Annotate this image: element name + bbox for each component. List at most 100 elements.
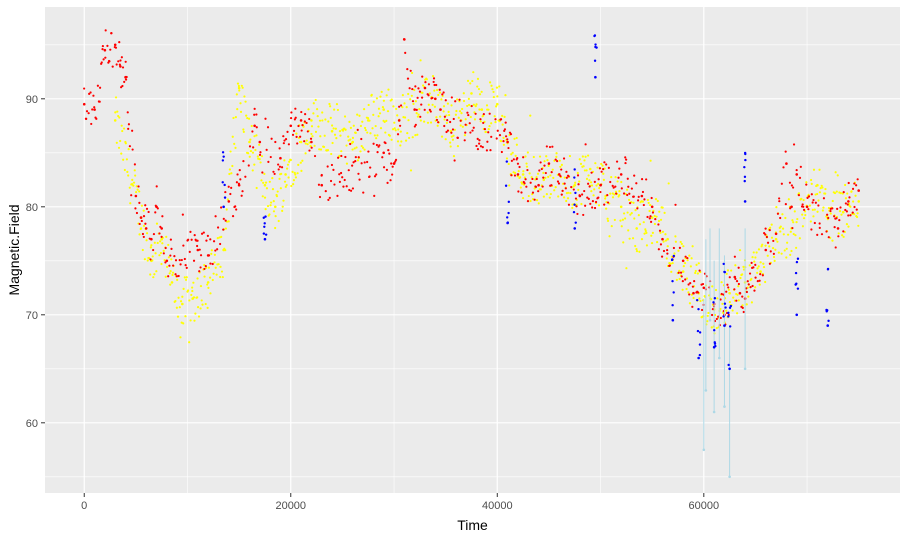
data-point-yellow <box>400 140 403 143</box>
data-point-red <box>810 193 813 196</box>
data-point-yellow <box>349 126 352 129</box>
data-point-red <box>524 178 527 181</box>
data-point-blue <box>723 302 727 305</box>
data-point-yellow <box>638 223 642 226</box>
data-point-yellow <box>426 111 429 114</box>
data-point-yellow <box>452 134 455 137</box>
data-point-blue <box>595 46 598 49</box>
data-point-red <box>95 117 98 120</box>
data-point-yellow <box>492 95 495 99</box>
data-point-yellow <box>253 135 256 138</box>
data-point-yellow <box>739 276 742 280</box>
data-point-red <box>406 77 410 80</box>
data-point-red <box>175 275 179 278</box>
data-point-blue <box>504 184 508 187</box>
data-point-yellow <box>812 168 816 171</box>
data-point-red <box>83 87 86 90</box>
data-point-yellow <box>213 261 216 264</box>
data-point-red <box>693 280 696 283</box>
data-point-red <box>679 271 683 274</box>
data-point-red <box>745 287 748 290</box>
data-point-red <box>567 175 570 178</box>
data-point-yellow <box>658 210 661 213</box>
data-point-red <box>660 255 664 258</box>
data-point-yellow <box>659 231 662 234</box>
data-point-blue <box>723 270 726 274</box>
data-point-red <box>265 148 268 151</box>
data-point-red <box>248 145 252 148</box>
data-point-red <box>584 204 587 207</box>
data-point-yellow <box>464 118 467 121</box>
data-point-yellow <box>711 285 714 288</box>
data-point-red <box>779 216 782 220</box>
data-point-red <box>394 158 398 161</box>
data-point-yellow <box>590 190 593 193</box>
data-point-yellow <box>759 270 762 273</box>
data-point-yellow <box>407 92 410 96</box>
data-point-yellow <box>427 103 430 106</box>
data-point-yellow <box>192 281 195 284</box>
data-point-yellow <box>351 148 354 151</box>
data-point-yellow <box>480 108 484 111</box>
data-point-yellow <box>689 265 692 268</box>
data-point-red <box>584 143 587 146</box>
data-point-yellow <box>582 165 585 168</box>
data-point-yellow <box>190 293 193 297</box>
data-point-red <box>810 228 813 231</box>
data-point-yellow <box>347 135 350 138</box>
data-point-yellow <box>589 181 593 184</box>
data-point-red <box>574 197 578 200</box>
data-point-red <box>450 131 453 134</box>
data-point-yellow <box>551 168 554 171</box>
data-point-red <box>649 220 653 223</box>
data-point-yellow <box>513 171 517 175</box>
data-point-red <box>289 124 293 128</box>
data-point-yellow <box>387 88 390 91</box>
data-point-red <box>388 152 391 155</box>
data-point-blue <box>698 353 702 357</box>
data-point-yellow <box>653 222 657 226</box>
data-point-yellow <box>461 125 464 128</box>
data-point-red <box>293 118 296 121</box>
data-point-yellow <box>345 162 349 165</box>
data-point-yellow <box>490 84 493 87</box>
data-point-red <box>182 244 185 247</box>
data-point-yellow <box>165 235 168 238</box>
data-point-red <box>717 315 720 318</box>
data-point-yellow <box>254 148 257 152</box>
data-point-yellow <box>650 241 654 245</box>
data-point-yellow <box>153 273 156 276</box>
data-point-red <box>351 164 354 167</box>
data-point-yellow <box>682 245 685 248</box>
data-point-blue <box>698 331 702 334</box>
data-point-yellow <box>354 131 357 134</box>
data-point-blue <box>573 227 577 230</box>
data-point-red <box>219 242 222 246</box>
data-point-yellow <box>235 93 238 96</box>
data-point-blue <box>724 306 727 309</box>
data-point-red <box>486 140 489 143</box>
data-point-yellow <box>677 249 680 252</box>
data-point-yellow <box>399 130 402 133</box>
data-point-red <box>127 123 131 126</box>
data-point-yellow <box>546 159 549 162</box>
data-point-red <box>320 173 323 177</box>
data-point-yellow <box>353 147 356 150</box>
data-point-red <box>607 166 610 170</box>
data-point-red <box>645 178 648 181</box>
data-point-yellow <box>433 105 437 108</box>
data-point-yellow <box>405 106 408 109</box>
data-point-yellow <box>437 93 440 97</box>
data-point-red <box>240 194 243 197</box>
data-point-red <box>719 316 722 320</box>
data-point-red <box>242 159 245 163</box>
data-point-yellow <box>350 142 353 145</box>
data-point-red <box>354 160 357 163</box>
data-point-red <box>343 178 346 182</box>
data-point-red <box>305 121 308 125</box>
data-point-red <box>124 78 128 81</box>
data-point-red <box>597 196 600 199</box>
data-point-red <box>764 233 767 236</box>
data-point-yellow <box>567 191 570 194</box>
data-point-red <box>802 208 806 211</box>
